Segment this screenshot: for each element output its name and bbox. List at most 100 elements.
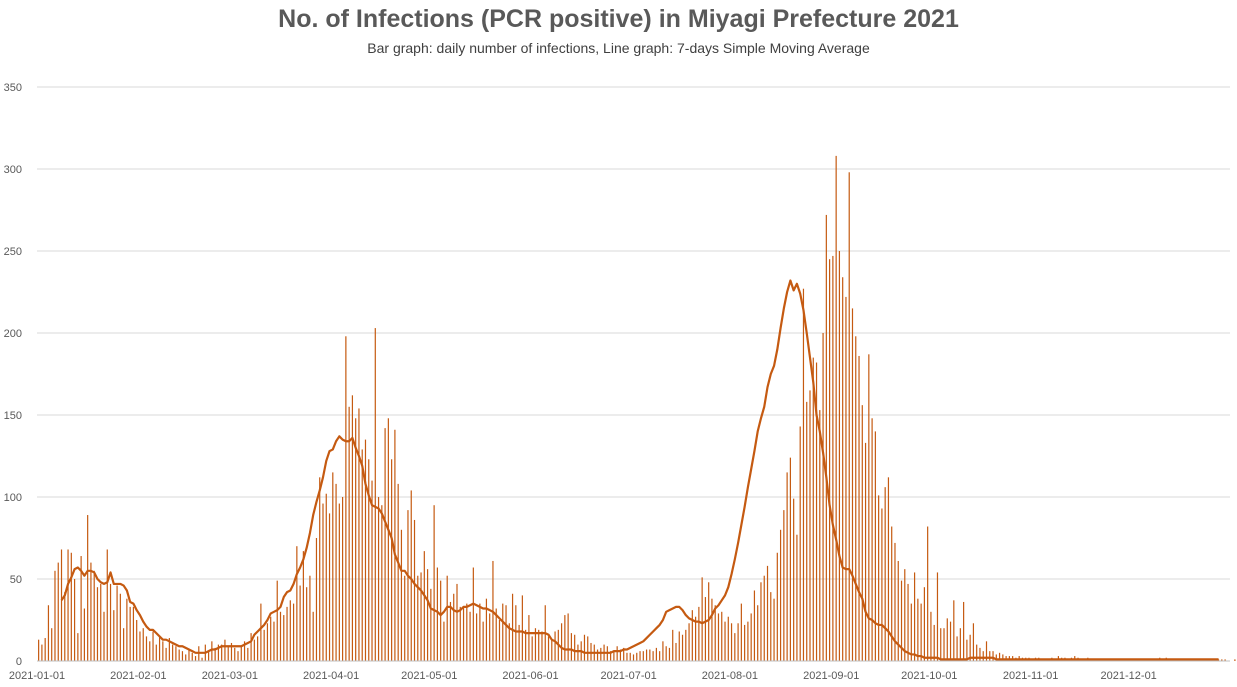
x-tick-label: 2021-01-01 bbox=[9, 670, 65, 682]
daily-bar bbox=[234, 647, 236, 661]
daily-bar bbox=[861, 405, 863, 661]
daily-bar bbox=[103, 611, 105, 661]
daily-bar bbox=[505, 605, 507, 661]
daily-bar bbox=[665, 646, 667, 661]
daily-bar bbox=[829, 259, 831, 661]
daily-bar bbox=[998, 652, 1001, 661]
daily-bar bbox=[770, 592, 772, 661]
x-tick-label: 2021-12-01 bbox=[1101, 670, 1157, 682]
daily-bar bbox=[60, 549, 63, 661]
daily-bar bbox=[237, 651, 239, 661]
daily-bar bbox=[175, 646, 177, 661]
daily-bar bbox=[740, 603, 742, 661]
daily-bar bbox=[773, 598, 775, 661]
daily-bar bbox=[387, 418, 389, 661]
daily-bar bbox=[260, 603, 262, 661]
daily-bar bbox=[727, 616, 729, 661]
daily-bar bbox=[587, 636, 589, 661]
daily-bar bbox=[136, 620, 138, 661]
daily-bar bbox=[276, 580, 278, 661]
daily-bar bbox=[322, 503, 324, 661]
daily-bar bbox=[371, 480, 373, 661]
daily-bar bbox=[495, 608, 497, 661]
daily-bar bbox=[299, 585, 301, 661]
daily-bar bbox=[874, 431, 876, 661]
daily-bar bbox=[407, 510, 409, 661]
daily-bar bbox=[525, 629, 527, 661]
y-tick-label: 150 bbox=[4, 410, 22, 422]
daily-bar bbox=[933, 624, 935, 661]
x-tick-label: 2021-07-01 bbox=[600, 670, 656, 682]
daily-bar bbox=[662, 641, 664, 661]
daily-bar bbox=[783, 510, 785, 661]
daily-bar bbox=[583, 634, 586, 661]
daily-bar bbox=[168, 638, 170, 661]
daily-bar bbox=[394, 429, 396, 661]
daily-bar bbox=[456, 583, 458, 661]
daily-bar bbox=[342, 497, 344, 661]
daily-bar bbox=[907, 583, 909, 661]
daily-bar bbox=[698, 606, 700, 661]
daily-bar bbox=[744, 624, 746, 661]
daily-bar bbox=[645, 649, 648, 661]
daily-bar bbox=[910, 603, 912, 661]
daily-bar bbox=[270, 616, 272, 661]
daily-bar bbox=[858, 355, 860, 661]
daily-bar bbox=[217, 644, 219, 661]
daily-bar bbox=[511, 593, 514, 661]
daily-bar bbox=[825, 214, 827, 662]
daily-bar bbox=[201, 657, 203, 661]
daily-bar bbox=[672, 629, 674, 661]
daily-bar bbox=[139, 631, 141, 661]
daily-bar bbox=[430, 588, 432, 661]
daily-bar bbox=[554, 631, 556, 661]
x-tick-label: 2021-09-01 bbox=[803, 670, 859, 682]
daily-bar bbox=[564, 615, 566, 661]
daily-bar bbox=[361, 449, 363, 661]
daily-bar bbox=[639, 651, 641, 661]
daily-bar bbox=[616, 646, 618, 661]
daily-bar bbox=[799, 426, 801, 661]
x-axis-ticks: 2021-01-01 2021-02-01 2021-03-01 2021-04-01… bbox=[9, 670, 1157, 682]
daily-bar bbox=[541, 631, 543, 661]
daily-bars bbox=[38, 155, 1236, 662]
daily-bar bbox=[188, 649, 190, 661]
daily-bar bbox=[900, 580, 903, 661]
daily-bar bbox=[155, 644, 157, 661]
daily-bar bbox=[38, 639, 40, 661]
x-tick-label: 2021-02-01 bbox=[110, 670, 166, 682]
y-tick-label: 350 bbox=[4, 82, 22, 94]
daily-bar bbox=[1224, 659, 1226, 661]
daily-bar bbox=[757, 605, 759, 661]
daily-bar bbox=[642, 651, 644, 661]
daily-bar bbox=[789, 457, 791, 661]
daily-bar bbox=[923, 587, 925, 661]
daily-bar bbox=[963, 601, 965, 661]
daily-bar bbox=[306, 587, 308, 661]
y-tick-label: 50 bbox=[10, 574, 22, 586]
daily-bar bbox=[995, 654, 997, 661]
daily-bar bbox=[253, 639, 255, 661]
daily-bar bbox=[41, 644, 43, 661]
daily-bar bbox=[649, 649, 651, 661]
daily-bar bbox=[113, 610, 115, 661]
daily-bar bbox=[920, 603, 922, 661]
daily-bar bbox=[917, 598, 919, 661]
daily-bar bbox=[391, 459, 393, 661]
daily-bar bbox=[126, 598, 128, 661]
daily-bar bbox=[145, 636, 148, 661]
daily-bar bbox=[632, 654, 635, 661]
daily-bar bbox=[335, 483, 337, 661]
daily-bar bbox=[453, 593, 455, 661]
daily-bar bbox=[704, 597, 707, 661]
daily-bar bbox=[668, 647, 671, 661]
daily-bar bbox=[338, 503, 340, 661]
daily-bar bbox=[123, 628, 125, 661]
daily-bar bbox=[129, 606, 131, 661]
daily-bar bbox=[440, 580, 442, 661]
daily-bar bbox=[652, 651, 654, 661]
daily-bar bbox=[574, 634, 576, 661]
y-tick-label: 0 bbox=[16, 656, 22, 668]
daily-bar bbox=[851, 308, 854, 661]
